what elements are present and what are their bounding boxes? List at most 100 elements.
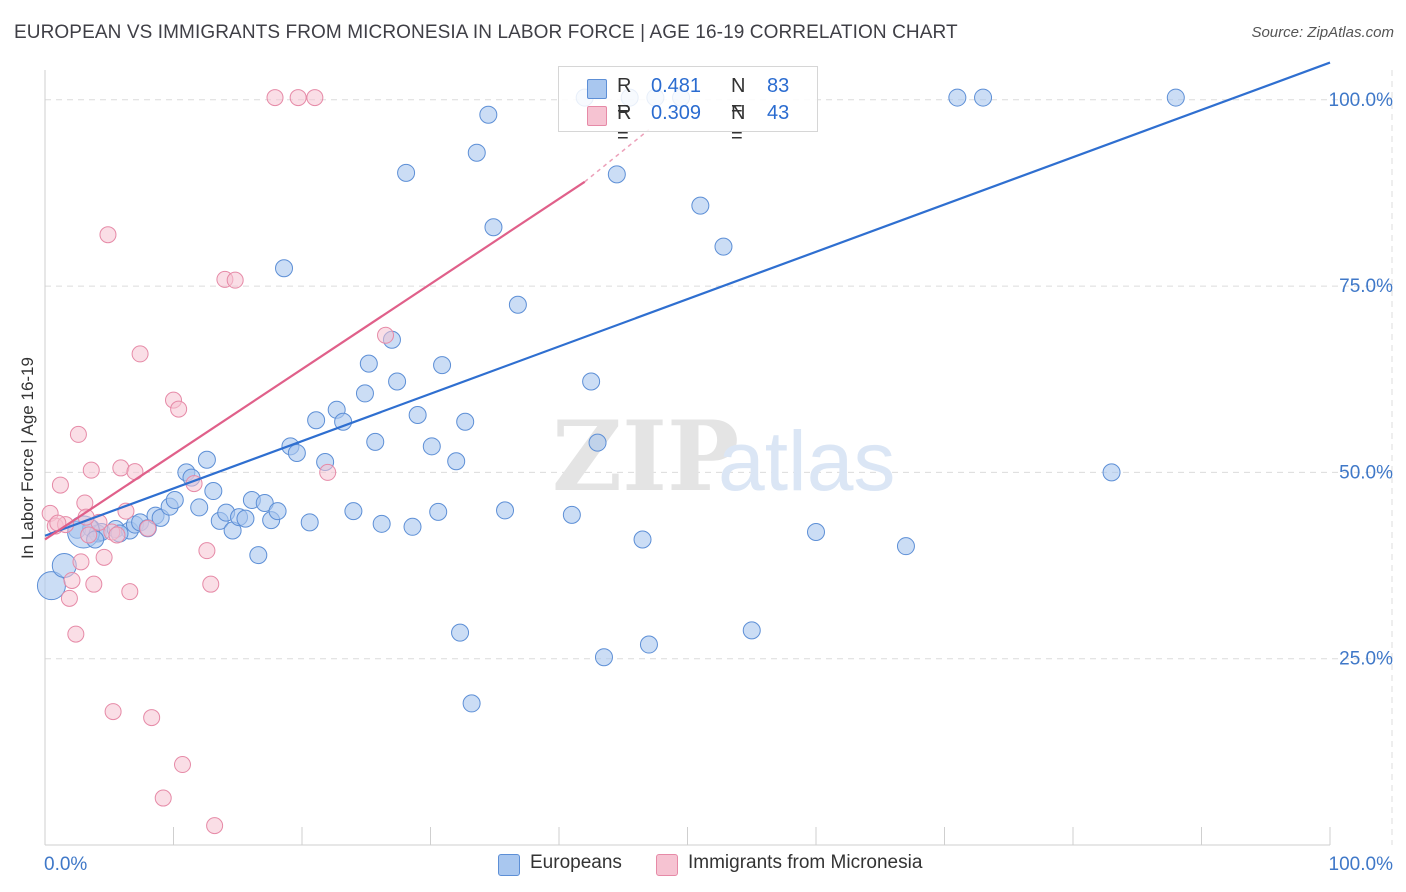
point-europeans [484,218,503,237]
point-europeans [588,433,607,452]
point-europeans [562,505,581,524]
point-micronesia [121,583,139,601]
point-europeans [639,635,658,654]
point-micronesia [202,575,220,593]
point-europeans [403,517,422,536]
y-axis-label: In Labor Force | Age 16-19 [18,357,37,559]
point-europeans [372,514,391,533]
point-micronesia [206,817,224,835]
point-micronesia [139,519,157,537]
r-value: 0.309 [651,102,702,124]
point-micronesia [198,542,216,560]
point-europeans [355,384,374,403]
y-tick-label: 75.0% [1339,276,1393,297]
trend-line-europeans [44,61,1331,537]
point-europeans [467,143,486,162]
r-value: 0.481 [651,75,702,97]
y-tick-label: 50.0% [1339,462,1393,483]
point-europeans [456,412,475,431]
point-europeans [948,88,967,107]
point-europeans [691,196,710,215]
point-europeans [582,372,601,391]
trend-line-micronesia [44,180,586,541]
point-europeans [307,411,326,430]
point-europeans [607,165,626,184]
point-micronesia [85,575,103,593]
point-micronesia [131,345,149,363]
point-micronesia [170,400,188,418]
x-tick-label: 0.0% [44,854,87,875]
stats-legend: R = 0.481 N = 83 R = 0.309 N = 43 [558,66,818,147]
point-europeans [429,502,448,521]
y-tick-label: 25.0% [1339,649,1393,670]
point-europeans [197,450,216,469]
point-europeans [300,513,319,532]
n-label: N = [731,75,746,120]
chart-title: EUROPEAN VS IMMIGRANTS FROM MICRONESIA I… [14,22,958,43]
trend-line-micronesia-extension [584,129,650,183]
point-micronesia [377,326,395,344]
point-europeans [807,523,825,542]
point-micronesia [306,89,324,107]
point-europeans [165,490,184,509]
point-micronesia [266,89,284,107]
point-europeans [255,493,274,512]
point-micronesia [226,271,244,289]
series-legend: Europeans Immigrants from Micronesia [0,851,1406,879]
point-micronesia [69,425,87,443]
point-micronesia [51,476,69,494]
source-credit: Source: ZipAtlas.com [1251,24,1394,41]
point-europeans [190,498,209,517]
point-micronesia [60,589,78,607]
n-label: N = [731,102,746,147]
point-europeans [508,295,527,314]
point-micronesia [72,553,90,571]
point-micronesia [319,463,337,481]
point-europeans [366,432,385,451]
x-tick-label: 100.0% [1329,854,1394,875]
axis-layer: 25.0% 50.0% 75.0% 100.0% 0.0% 100.0% [44,70,1393,875]
n-value: 83 [767,75,790,97]
point-europeans [275,259,294,278]
europeans-legend-swatch [498,854,520,876]
watermark-atlas: atlas [718,414,895,508]
r-label: R = [617,75,632,120]
point-micronesia [104,703,122,721]
europeans-swatch [587,79,607,99]
y-tick-label: 100.0% [1329,90,1394,111]
point-micronesia [67,625,85,643]
point-europeans [974,88,993,107]
trend-layer [44,61,1331,541]
point-europeans [249,546,268,565]
legend-label: Europeans [530,852,622,873]
micronesia-legend-swatch [656,854,678,876]
n-value: 43 [767,102,790,124]
point-europeans [359,354,378,373]
point-micronesia [82,461,100,479]
legend-label: Immigrants from Micronesia [688,852,923,873]
point-europeans [422,437,441,456]
point-europeans [1102,463,1121,482]
point-europeans [633,530,652,549]
point-europeans [496,501,515,520]
point-europeans [594,648,613,667]
watermark-zip: ZIP [552,400,739,513]
point-europeans [388,372,407,391]
point-micronesia [143,709,161,727]
point-europeans [268,502,287,521]
point-europeans [451,623,470,642]
point-europeans [236,509,255,528]
point-europeans [447,452,466,471]
micronesia-swatch [587,106,607,126]
point-europeans [408,406,427,425]
point-micronesia [173,756,191,774]
point-europeans [397,163,416,182]
point-europeans [896,537,915,556]
point-micronesia [154,789,172,807]
point-micronesia [99,226,117,244]
point-europeans [287,444,306,463]
point-micronesia [112,459,130,477]
point-layer [36,88,1185,835]
